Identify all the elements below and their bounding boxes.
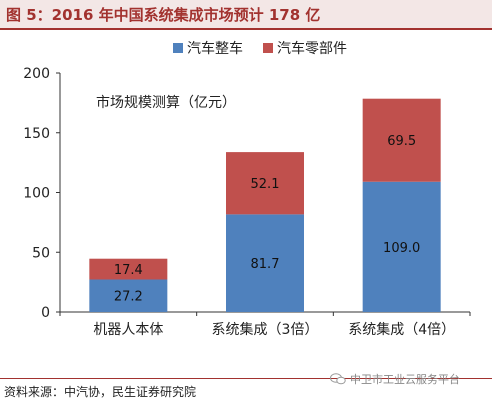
legend-label: 汽车零部件 (277, 40, 347, 57)
watermark-text: 中卫市工业云服务平台 (350, 373, 460, 386)
data-label: 81.7 (251, 257, 280, 272)
data-label: 17.4 (114, 263, 143, 278)
chart-title: 图 5：2016 年中国系统集成市场预计 178 亿 (6, 6, 321, 24)
source-note: 资料来源：中汽协，民生证券研究院 (4, 385, 197, 399)
legend-swatch (173, 43, 183, 53)
y-tick-label: 200 (23, 66, 50, 82)
source-divider (0, 378, 492, 379)
legend-swatch (263, 43, 273, 53)
bar-segment (89, 279, 168, 312)
bar-segment (362, 181, 441, 312)
legend-label: 汽车整车 (187, 40, 243, 57)
data-label: 109.0 (383, 241, 420, 256)
stacked-bar-chart: 0 50 100 150 200 27.2 17.4 机器人本体 81.7 52.1 系统集成（3倍… (23, 40, 471, 338)
wechat-icon (330, 373, 346, 385)
data-label: 69.5 (387, 134, 416, 149)
bar-segment (226, 214, 304, 312)
chart-annotation: 市场规模测算（亿元） (96, 94, 236, 111)
x-tick-label: 系统集成（4倍） (348, 321, 455, 338)
x-tick-label: 机器人本体 (93, 322, 163, 338)
bar-segment (89, 258, 168, 280)
data-label: 27.2 (114, 290, 143, 305)
bar-segment (362, 98, 441, 182)
watermark: 中卫市工业云服务平台 (330, 371, 460, 387)
y-tick-label: 150 (23, 126, 50, 142)
x-tick-label: 系统集成（3倍） (212, 321, 319, 338)
title-bar: 图 5：2016 年中国系统集成市场预计 178 亿 (0, 0, 492, 30)
y-tick-label: 50 (32, 245, 50, 261)
data-label: 52.1 (251, 177, 280, 192)
y-tick-label: 0 (41, 305, 50, 321)
bar-segment (226, 152, 304, 215)
y-tick-label: 100 (23, 186, 50, 202)
